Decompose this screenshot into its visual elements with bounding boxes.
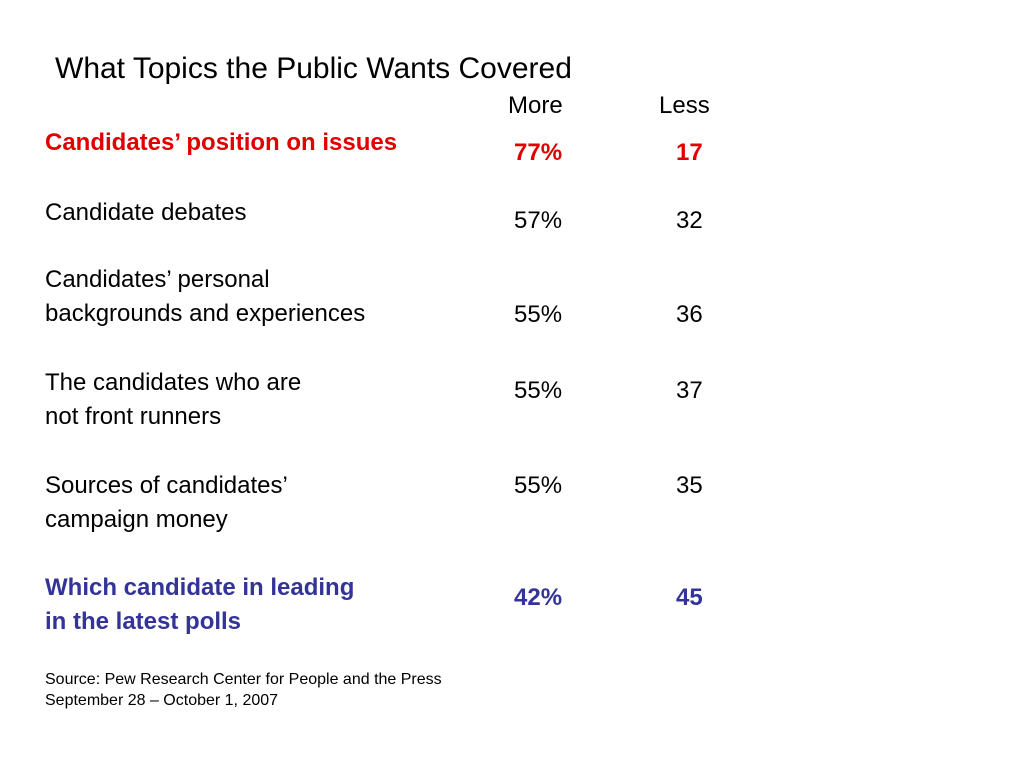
- value-less: 35: [676, 472, 703, 499]
- row-label-line: Sources of candidates’: [45, 472, 288, 499]
- row-label: Sources of candidates’ campaign money: [45, 469, 288, 537]
- row-label-line: in the latest polls: [45, 608, 242, 635]
- value-more: 57%: [514, 207, 563, 234]
- row-label-line: Candidates’ position on issues: [45, 129, 398, 156]
- source-note: Source: Pew Research Center for People a…: [45, 669, 442, 711]
- row-label-line: backgrounds and experiences: [45, 300, 366, 327]
- value-more: 55%: [514, 301, 563, 328]
- row-label-line: not front runners: [45, 403, 222, 430]
- row-label-line: Candidate debates: [45, 199, 247, 226]
- row-label-line: The candidates who are: [45, 369, 302, 396]
- value-less: 17: [676, 139, 703, 166]
- column-header-less: Less: [659, 92, 710, 119]
- value-less: 45: [676, 584, 703, 611]
- value-less: 32: [676, 207, 703, 234]
- row-label-line: Candidates’ personal: [45, 266, 270, 293]
- row-label: Candidates’ position on issues: [45, 126, 397, 160]
- chart-title: What Topics the Public Wants Covered: [55, 52, 572, 85]
- value-more: 42%: [514, 584, 563, 611]
- source-date-line: September 28 – October 1, 2007: [45, 692, 279, 709]
- row-label-line: Which candidate in leading: [45, 574, 355, 601]
- value-less: 37: [676, 377, 703, 404]
- value-more: 77%: [514, 139, 563, 166]
- source-line: Source: Pew Research Center for People a…: [45, 671, 442, 688]
- row-label: The candidates who are not front runners: [45, 366, 301, 434]
- value-more: 55%: [514, 472, 563, 499]
- row-label: Which candidate in leading in the latest …: [45, 571, 354, 639]
- value-less: 36: [676, 301, 703, 328]
- row-label-line: campaign money: [45, 506, 228, 533]
- row-label: Candidate debates: [45, 196, 247, 230]
- column-header-more: More: [508, 92, 563, 119]
- row-label: Candidates’ personal backgrounds and expe…: [45, 263, 365, 331]
- value-more: 55%: [514, 377, 563, 404]
